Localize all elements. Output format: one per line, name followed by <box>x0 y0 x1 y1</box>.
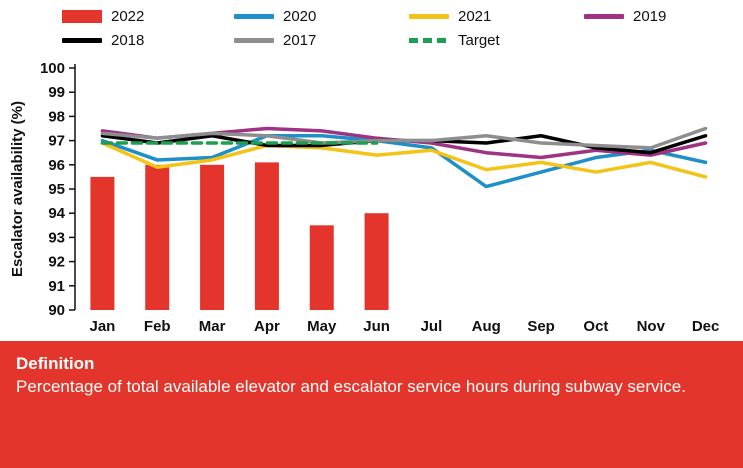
legend-item-2019: 2019 <box>584 8 732 25</box>
y-tick-label: 93 <box>48 229 65 246</box>
bar-2022-jun <box>364 213 389 310</box>
x-label-aug: Aug <box>472 318 501 335</box>
bar-2022-apr <box>254 162 279 310</box>
escalator-availability-chart: 2022 2020 2021 2019 2018 2017 Target 90 91 92 93 9… <box>9 8 732 335</box>
line-2021 <box>100 141 708 179</box>
y-tick-label: 95 <box>48 181 65 198</box>
x-label-jun: Jun <box>363 318 390 335</box>
x-label-jul: Jul <box>421 318 443 335</box>
y-tick-label: 100 <box>40 60 65 77</box>
bar-2022-jan <box>90 176 115 310</box>
y-tick-label: 92 <box>48 254 65 271</box>
legend-swatch-2020 <box>234 14 274 19</box>
legend-item-target: Target <box>409 32 584 49</box>
x-label-may: May <box>307 318 337 335</box>
chart-legend: 2022 2020 2021 2019 2018 2017 Target <box>62 8 732 56</box>
legend-label-2017: 2017 <box>283 32 317 49</box>
legend-swatch-2017 <box>234 38 274 43</box>
legend-label-2022: 2022 <box>111 8 145 25</box>
legend-swatch-2018 <box>62 38 102 43</box>
legend-label-target: Target <box>458 32 500 49</box>
legend-label-2019: 2019 <box>633 8 667 25</box>
legend-row: 2018 2017 Target <box>62 32 732 49</box>
x-label-apr: Apr <box>254 318 280 335</box>
bar-2022-mar <box>200 164 225 310</box>
x-label-mar: Mar <box>199 318 226 335</box>
legend-item-2022: 2022 <box>62 8 234 25</box>
x-label-nov: Nov <box>637 318 666 335</box>
bar-2022-may <box>309 225 334 310</box>
legend-item-2018: 2018 <box>62 32 234 49</box>
line-2020 <box>100 134 708 189</box>
legend-row: 2022 2020 2021 2019 <box>62 8 732 25</box>
y-tick-label: 99 <box>48 84 65 101</box>
line-2017 <box>100 126 708 150</box>
x-label-feb: Feb <box>144 318 171 335</box>
x-label-dec: Dec <box>692 318 720 335</box>
y-axis-title: Escalator availability (%) <box>9 101 26 277</box>
legend-label-2021: 2021 <box>458 8 492 25</box>
x-label-sep: Sep <box>527 318 555 335</box>
legend-swatch-2021 <box>409 14 449 19</box>
y-tick-label: 98 <box>48 108 65 125</box>
x-label-jan: Jan <box>89 318 115 335</box>
x-label-oct: Oct <box>583 318 608 335</box>
y-tick-label: 97 <box>48 133 65 150</box>
bar-2022-feb <box>145 164 170 310</box>
y-tick-label: 94 <box>48 205 65 222</box>
chart-canvas: 90 91 92 93 94 95 96 97 98 99 100 Escalator availab… <box>9 60 720 335</box>
definition-body: Percentage of total available elevator a… <box>16 377 686 396</box>
legend-swatch-2019 <box>584 14 624 19</box>
legend-item-2020: 2020 <box>234 8 409 25</box>
y-tick-label: 91 <box>48 278 65 295</box>
legend-swatch-2022 <box>62 10 102 23</box>
legend-item-2017: 2017 <box>234 32 409 49</box>
definition-panel: Definition Percentage of total available… <box>0 341 743 468</box>
legend-label-2020: 2020 <box>283 8 317 25</box>
legend-item-2021: 2021 <box>409 8 584 25</box>
y-tick-label: 96 <box>48 157 65 174</box>
legend-swatch-target <box>409 38 449 43</box>
definition-title: Definition <box>16 354 95 373</box>
legend-label-2018: 2018 <box>111 32 145 49</box>
y-tick-label: 90 <box>48 302 65 319</box>
